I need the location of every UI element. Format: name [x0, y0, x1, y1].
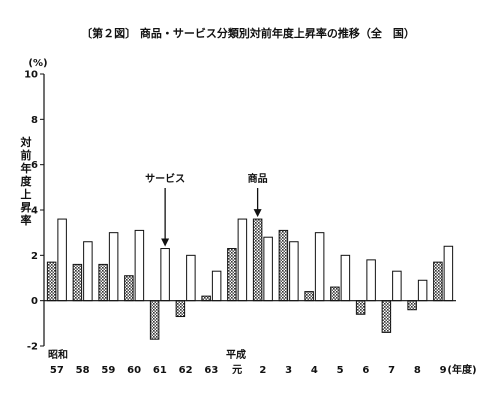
bar-goods-9 — [278, 229, 289, 302]
y-tick-label: 2 — [31, 251, 38, 262]
era-label-heisei: 平成 — [226, 348, 246, 361]
bar-goods-15 — [433, 261, 443, 302]
bar-goods-13 — [381, 300, 392, 333]
x-tick-label: 7 — [388, 365, 395, 376]
bar-goods-2 — [98, 263, 108, 302]
bar-service-2 — [108, 232, 119, 302]
x-axis-unit: (年度) — [447, 363, 476, 376]
x-axis: 57 58 59 60 61 62 63 元 2 3 4 5 6 7 8 9 — [50, 364, 447, 376]
bar-service-4 — [160, 248, 170, 302]
chart-title: 〔第２図〕 商品・サービス分類別対前年度上昇率の推移（全 国） — [81, 26, 415, 40]
annotation-label-0: サービス — [145, 172, 185, 185]
bar-service-13 — [392, 270, 402, 302]
y-tick-label: 10 — [24, 70, 38, 81]
bar-goods-0 — [46, 261, 57, 302]
bar-service-1 — [83, 241, 93, 302]
x-tick-label: 6 — [362, 365, 369, 376]
bar-goods-1 — [72, 263, 83, 302]
annotations: サービス 商品 — [145, 172, 268, 247]
bar-service-8 — [263, 236, 273, 302]
bar-service-0 — [57, 218, 67, 302]
bar-service-5 — [186, 254, 196, 302]
y-tick-label: 0 — [31, 296, 38, 307]
x-tick-label: 3 — [285, 365, 292, 376]
bar-goods-3 — [124, 275, 134, 302]
bar-service-12 — [366, 259, 376, 302]
bar-goods-10 — [304, 291, 314, 302]
y-axis-label: 対前年度上昇率 — [20, 135, 33, 227]
bar-goods-4 — [149, 300, 160, 340]
x-tick-label: 2 — [259, 365, 266, 376]
y-tick-label: -2 — [27, 342, 38, 353]
bar-service-10 — [314, 232, 325, 302]
bar-goods-5 — [175, 300, 186, 318]
bar-service-14 — [417, 279, 428, 302]
bar-goods-12 — [355, 300, 366, 315]
y-axis-unit: (%) — [28, 58, 47, 69]
annotation-label-1: 商品 — [248, 172, 268, 185]
x-tick-label: 59 — [101, 365, 115, 376]
x-tick-label: 57 — [50, 365, 64, 376]
bar-service-11 — [340, 254, 351, 302]
bar-service-7 — [237, 218, 248, 302]
x-tick-label: 61 — [153, 365, 167, 376]
x-tick-label: 9 — [440, 365, 447, 376]
x-tick-label: 4 — [311, 365, 318, 376]
y-tick-label: 8 — [31, 115, 38, 126]
x-tick-label: 8 — [414, 365, 421, 376]
bar-service-6 — [211, 270, 222, 302]
bar-service-9 — [289, 241, 299, 302]
bar-goods-11 — [330, 286, 340, 302]
x-tick-label: 60 — [127, 365, 141, 376]
bar-goods-14 — [407, 300, 417, 311]
bars — [44, 218, 456, 340]
era-label-showa: 昭和 — [48, 348, 68, 361]
x-tick-label: 元 — [232, 364, 242, 376]
x-tick-label: 62 — [179, 365, 193, 376]
x-tick-label: 63 — [204, 365, 218, 376]
x-tick-label: 5 — [337, 365, 344, 376]
bar-goods-6 — [201, 295, 211, 302]
y-tick-label: 4 — [31, 206, 38, 217]
y-tick-label: 6 — [31, 160, 38, 171]
bar-service-15 — [443, 245, 454, 302]
x-tick-label: 58 — [76, 365, 90, 376]
bar-goods-7 — [227, 248, 237, 302]
bar-goods-8 — [252, 218, 263, 302]
bar-service-3 — [134, 229, 145, 302]
